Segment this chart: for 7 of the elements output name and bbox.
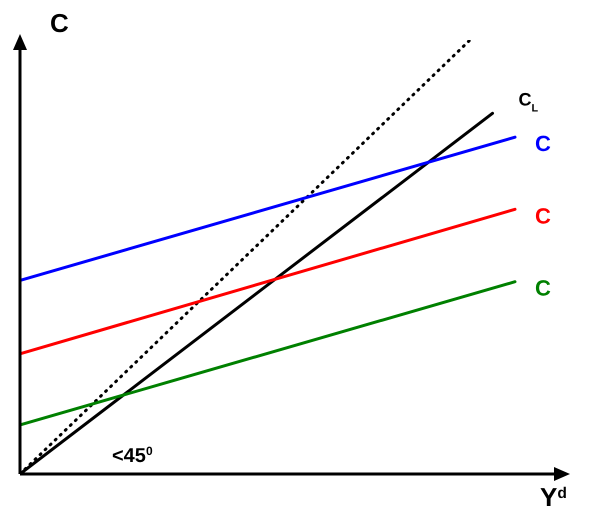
series-label: C [535,276,551,301]
annotation: <45$^{0}$ [112,444,153,467]
series-label: C [535,131,551,156]
x-axis-title: Y$^{d}$ [540,482,567,512]
series-label: C [535,203,551,228]
y-axis-title: C [50,8,69,38]
series-label: C$_{L}$ [518,89,538,114]
